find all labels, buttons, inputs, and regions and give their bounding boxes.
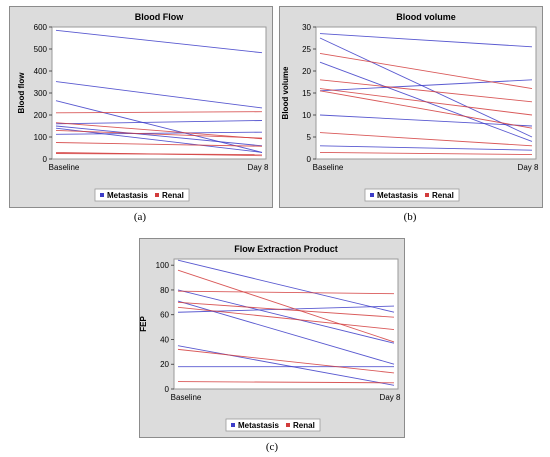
series-line-renal-10 bbox=[177, 348, 395, 374]
y-axis-label: Blood volume bbox=[281, 66, 290, 119]
series-line-metastasis-6 bbox=[55, 131, 263, 135]
y-tick-label: 100 bbox=[34, 133, 48, 142]
y-axis-label: FEP bbox=[140, 316, 148, 332]
y-tick-label: 0 bbox=[43, 155, 48, 164]
y-tick-label: 0 bbox=[165, 385, 170, 394]
y-tick-label: 30 bbox=[302, 23, 311, 32]
series-line-metastasis-4 bbox=[177, 345, 395, 386]
y-axis-label: Blood flow bbox=[17, 72, 26, 114]
series-line-metastasis-1 bbox=[177, 289, 395, 344]
series-line-renal-7 bbox=[319, 79, 533, 103]
series-line-renal-8 bbox=[177, 301, 395, 318]
series-line-renal-6 bbox=[177, 269, 395, 343]
series-line-metastasis-4 bbox=[319, 114, 533, 127]
x-tick-label: Day 8 bbox=[380, 393, 401, 402]
series-line-renal-7 bbox=[55, 111, 263, 114]
legend-label-renal: Renal bbox=[162, 191, 184, 200]
y-tick-label: 20 bbox=[160, 360, 169, 369]
y-tick-label: 100 bbox=[156, 261, 170, 270]
series-line-metastasis-3 bbox=[319, 79, 533, 92]
series-line-metastasis-5 bbox=[319, 145, 533, 151]
legend-label-renal: Renal bbox=[293, 421, 315, 430]
series-line-renal-8 bbox=[55, 122, 263, 140]
series-line-renal-12 bbox=[55, 153, 263, 156]
legend-box bbox=[94, 188, 190, 202]
legend-swatch-metastasis bbox=[100, 193, 104, 197]
y-tick-label: 0 bbox=[307, 155, 312, 164]
y-tick-label: 20 bbox=[302, 67, 311, 76]
plot-area bbox=[51, 26, 267, 160]
series-line-metastasis-5 bbox=[55, 127, 263, 153]
y-tick-label: 600 bbox=[34, 23, 48, 32]
series-line-renal-9 bbox=[177, 306, 395, 331]
caption-a: (a) bbox=[133, 211, 147, 223]
series-line-renal-9 bbox=[55, 129, 263, 139]
plot-area bbox=[173, 258, 399, 390]
legend-swatch-renal bbox=[286, 423, 290, 427]
series-line-renal-8 bbox=[319, 88, 533, 116]
legend-swatch-renal bbox=[155, 193, 159, 197]
series-line-renal-11 bbox=[319, 151, 533, 156]
blood-volume-chart: Blood volume Blood volume 0 5 10 15 20 25 30 Base… bbox=[281, 12, 539, 202]
series-line-metastasis-0 bbox=[319, 33, 533, 48]
series-line-renal-10 bbox=[55, 142, 263, 147]
y-tick-label: 25 bbox=[302, 45, 311, 54]
x-tick-label: Day 8 bbox=[248, 163, 269, 172]
series-line-metastasis-2 bbox=[55, 100, 263, 153]
legend-box bbox=[225, 418, 321, 432]
legend-label-renal: Renal bbox=[432, 191, 454, 200]
x-tick-label: Day 8 bbox=[518, 163, 539, 172]
chart-title: Blood Flow bbox=[135, 12, 184, 22]
x-tick-label: Baseline bbox=[49, 163, 80, 172]
series-line-metastasis-3 bbox=[55, 120, 263, 125]
legend-label-metastasis: Metastasis bbox=[238, 421, 279, 430]
caption-c: (c) bbox=[265, 441, 279, 453]
y-tick-label: 40 bbox=[160, 335, 169, 344]
y-tick-label: 80 bbox=[160, 286, 169, 295]
series-line-metastasis-4 bbox=[55, 125, 263, 147]
series-line-renal-7 bbox=[177, 290, 395, 295]
chart-title: Blood volume bbox=[396, 12, 456, 22]
series-line-renal-10 bbox=[319, 132, 533, 147]
legend-label-metastasis: Metastasis bbox=[377, 191, 418, 200]
x-tick-label: Baseline bbox=[171, 393, 202, 402]
fep-chart: Flow Extraction Product FEP 0 20 40 60 80 100 Ba… bbox=[140, 244, 401, 432]
y-tick-label: 60 bbox=[160, 311, 169, 320]
legend-label-metastasis: Metastasis bbox=[107, 191, 148, 200]
chart-panel-blood-volume: Blood volume Blood volume 0 5 10 15 20 25 30 Base… bbox=[279, 6, 543, 208]
y-tick-label: 10 bbox=[302, 111, 311, 120]
y-tick-label: 500 bbox=[34, 45, 48, 54]
y-tick-label: 400 bbox=[34, 67, 48, 76]
series-line-metastasis-0 bbox=[55, 29, 263, 54]
series-line-metastasis-1 bbox=[319, 37, 533, 138]
legend-box bbox=[364, 188, 460, 202]
series-line-renal-6 bbox=[319, 52, 533, 90]
y-tick-label: 5 bbox=[307, 133, 312, 142]
series-line-renal-9 bbox=[319, 90, 533, 129]
chart-title: Flow Extraction Product bbox=[234, 244, 338, 254]
legend-swatch-metastasis bbox=[370, 193, 374, 197]
chart-panel-blood-flow: Blood Flow Blood flow 0 100 200 300 400 500 600 B… bbox=[9, 6, 273, 208]
legend-swatch-renal bbox=[425, 193, 429, 197]
blood-flow-chart: Blood Flow Blood flow 0 100 200 300 400 500 600 B… bbox=[17, 12, 269, 202]
series-line-renal-11 bbox=[177, 381, 395, 384]
series-line-metastasis-0 bbox=[177, 259, 395, 313]
caption-b: (b) bbox=[403, 211, 417, 223]
y-tick-label: 200 bbox=[34, 111, 48, 120]
y-tick-label: 300 bbox=[34, 89, 48, 98]
series-line-metastasis-1 bbox=[55, 81, 263, 109]
chart-panel-flow-extraction-product: Flow Extraction Product FEP 0 20 40 60 80 100 Ba… bbox=[139, 238, 405, 438]
legend-swatch-metastasis bbox=[231, 423, 235, 427]
y-tick-label: 15 bbox=[302, 89, 311, 98]
x-tick-label: Baseline bbox=[313, 163, 344, 172]
